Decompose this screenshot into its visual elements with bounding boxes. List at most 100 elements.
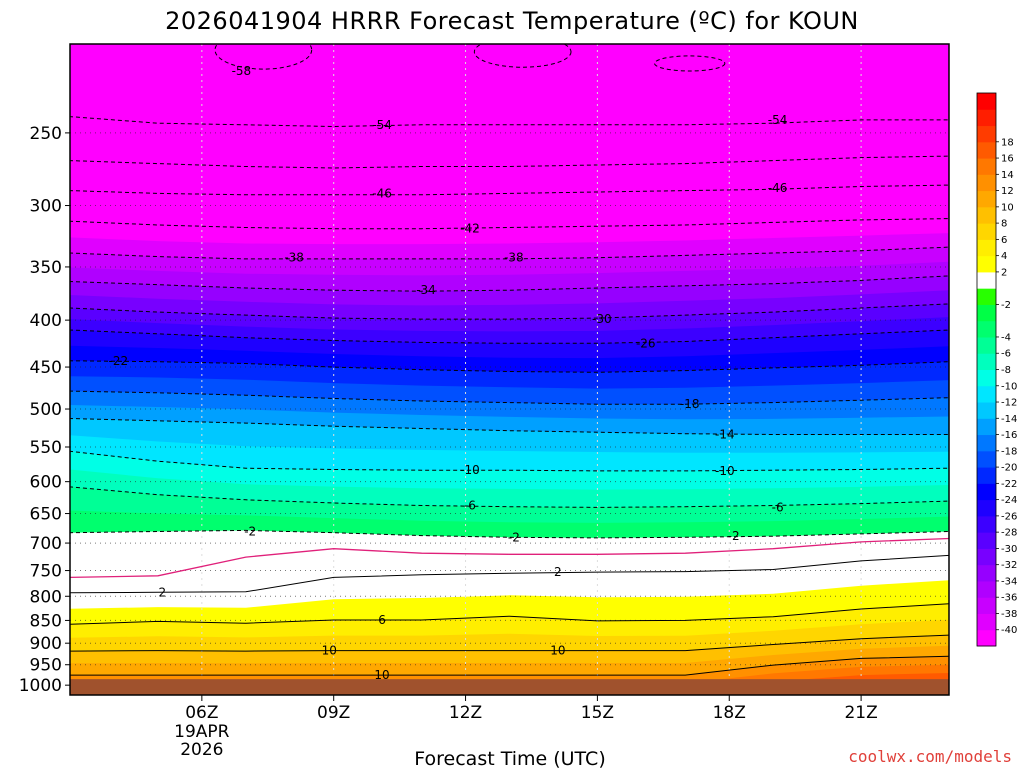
- ytick-label-500: 500: [30, 400, 62, 420]
- colorbar-swatch-20: [977, 304, 996, 322]
- xtick-label-21Z: 21Z: [844, 703, 877, 723]
- xtick-label-15Z: 15Z: [581, 703, 614, 723]
- colorbar-swatch-2: [977, 597, 996, 614]
- colorbar-label-16: 16: [1001, 154, 1014, 165]
- closed-contour-1: [473, 44, 572, 68]
- colorbar-swatch-19: [977, 320, 996, 338]
- colorbar-swatch-28: [977, 174, 996, 192]
- ytick-label-950: 950: [30, 656, 62, 676]
- contour-label-7: -38: [504, 251, 524, 265]
- contour-label-5: -42: [460, 222, 480, 236]
- contour-label-24: 10: [322, 644, 337, 658]
- closed-contour-0: [214, 44, 313, 70]
- colorbar-swatch-25: [977, 223, 996, 240]
- isotherm--26: [70, 329, 949, 344]
- colorbar-label-8: 8: [1001, 219, 1007, 230]
- isotherm--2: [70, 529, 949, 539]
- colorbar-label--14: -14: [1001, 414, 1017, 425]
- colorbar-swatch-22: [977, 271, 996, 289]
- colorbar-swatch-13: [977, 418, 996, 436]
- isotherm-contours: [70, 44, 949, 676]
- contour-label-22: 2: [554, 565, 562, 579]
- colorbar: -40-38-36-34-32-30-28-26-24-22-20-18-16-…: [976, 92, 1017, 647]
- ytick-label-900: 900: [30, 634, 62, 654]
- ytick-label-250: 250: [30, 124, 62, 144]
- colorbar-label--18: -18: [1001, 446, 1017, 457]
- plot-area: -58-54 -54-46 -46-42-38 -38-34-30-26-22-18-…: [70, 44, 949, 695]
- colorbar-label--8: -8: [1001, 365, 1011, 376]
- colorbar-label--16: -16: [1001, 430, 1017, 441]
- ytick-label-650: 650: [30, 505, 62, 525]
- colorbar-swatch-31: [977, 125, 996, 143]
- contour-label-3: -46: [372, 186, 392, 200]
- ytick-label-700: 700: [30, 534, 62, 554]
- colorbar-label--6: -6: [1001, 349, 1011, 360]
- colorbar-swatch-30: [977, 141, 996, 159]
- colorbar-label--24: -24: [1001, 495, 1017, 506]
- ytick-label-1000: 1000: [19, 676, 62, 696]
- colorbar-label--38: -38: [1001, 609, 1017, 620]
- colorbar-swatch-16: [977, 369, 996, 387]
- colorbar-swatch-18: [977, 336, 996, 354]
- colorbar-swatch-7: [977, 515, 996, 533]
- colorbar-swatch-23: [977, 255, 996, 273]
- colorbar-swatch-9: [977, 483, 996, 501]
- colorbar-swatch-6: [977, 532, 996, 549]
- isotherm--38: [70, 246, 949, 260]
- isotherm-2: [70, 554, 949, 594]
- isotherm--14: [70, 418, 949, 435]
- contour-label-9: -30: [592, 312, 612, 326]
- isotherm--6: [70, 486, 949, 508]
- colorbar-swatch-10: [977, 467, 996, 484]
- colorbar-label--32: -32: [1001, 560, 1017, 571]
- colorbar-label--26: -26: [1001, 511, 1017, 522]
- colorbar-swatch-11: [977, 450, 996, 468]
- colorbar-swatch-17: [977, 353, 996, 370]
- isotherm-14: [70, 655, 949, 676]
- isotherm--18: [70, 390, 949, 405]
- contour-label-8: -34: [416, 283, 436, 297]
- isotherm-zero: [70, 537, 949, 579]
- y-axis-ticks: 250 300 350 400 450 500 550 600 650 700 750 800 850 9…: [19, 124, 70, 696]
- colorbar-label-18: 18: [1001, 137, 1014, 148]
- colorbar-swatch-1: [977, 613, 996, 631]
- colorbar-swatch-15: [977, 385, 996, 403]
- contour-label-6: -38: [284, 251, 304, 265]
- contour-label-16: -6: [464, 499, 476, 513]
- colorbar-swatch-29: [977, 158, 996, 175]
- credit-text: coolwx.com/models: [848, 747, 1012, 766]
- colorbar-swatch-24: [977, 239, 996, 257]
- colorbar-swatch-26: [977, 206, 996, 224]
- colorbar-label--30: -30: [1001, 544, 1017, 555]
- contour-label-21: 2: [158, 585, 166, 599]
- colorbar-swatch-14: [977, 402, 996, 419]
- colorbar-swatch-5: [977, 548, 996, 566]
- isotherm--46: [70, 184, 949, 196]
- colorbar-label-10: 10: [1001, 202, 1014, 213]
- ytick-label-850: 850: [30, 611, 62, 631]
- isotherm--50: [70, 155, 949, 169]
- contour-label-14: -10: [460, 463, 480, 477]
- xtick-label-18Z: 18Z: [713, 703, 746, 723]
- contour-label-4: -46: [768, 181, 788, 195]
- colorbar-swatch-21: [977, 288, 996, 305]
- ytick-label-550: 550: [30, 438, 62, 458]
- chart-title: 2026041904 HRRR Forecast Temperature (ºC…: [165, 7, 859, 35]
- colorbar-label-2: 2: [1001, 267, 1007, 278]
- ytick-label-350: 350: [30, 258, 62, 278]
- ytick-label-400: 400: [30, 311, 62, 331]
- temperature-fill-bands: [70, 51, 949, 695]
- closed-contour-2: [654, 55, 726, 72]
- colorbar-label--40: -40: [1001, 625, 1017, 636]
- contour-label-10: -26: [636, 336, 656, 350]
- colorbar-label-12: 12: [1001, 186, 1014, 197]
- colorbar-swatch-32: [977, 109, 996, 127]
- colorbar-swatch-4: [977, 564, 996, 582]
- contour-label-11: -22: [109, 354, 129, 368]
- colorbar-label-4: 4: [1001, 251, 1007, 262]
- ground-surface: [70, 679, 949, 695]
- contour-label-26: 10: [374, 668, 389, 682]
- contour-label-19: -2: [508, 530, 520, 544]
- contour-label-12: -18: [680, 397, 700, 411]
